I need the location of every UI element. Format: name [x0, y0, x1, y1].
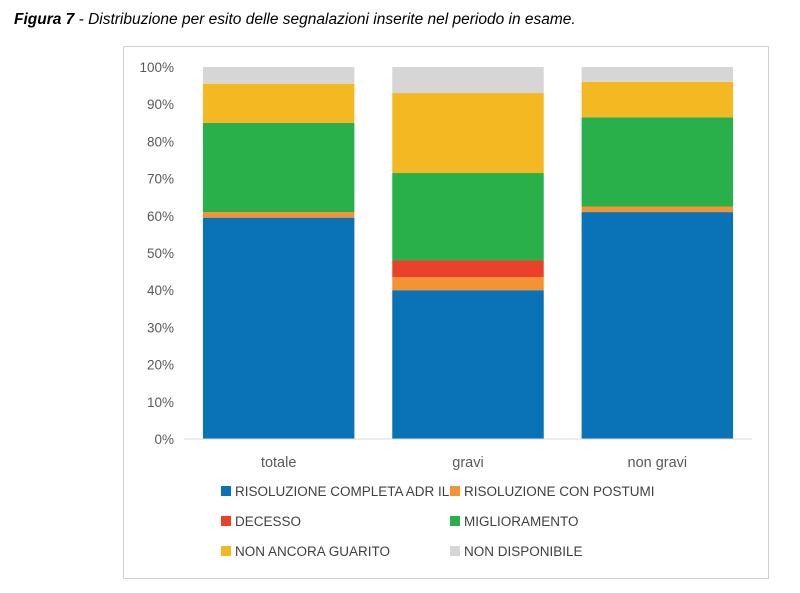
y-tick-label: 60% [147, 209, 174, 224]
stacked-bar-chart: 0% 10% 20% 30% 40% 50% 60% 70% 80% 90% 100% totale… [139, 60, 752, 559]
y-tick-label: 100% [139, 60, 174, 75]
legend: RISOLUZIONE COMPLETA ADR IL RISOLUZIONE C… [221, 484, 655, 559]
legend-item-decesso: DECESSO [221, 514, 301, 529]
bar-segment-gravi-risoluzione-con-postumi [392, 277, 544, 291]
legend-label: RISOLUZIONE COMPLETA ADR IL [235, 484, 450, 499]
x-tick-label: non gravi [628, 455, 688, 471]
bars [202, 67, 734, 439]
legend-item-miglioramento: MIGLIORAMENTO [450, 514, 579, 529]
y-tick-label: 10% [147, 395, 174, 410]
y-tick-label: 20% [147, 358, 174, 373]
bar-segment-totale-risoluzione-con-postumi [202, 212, 355, 218]
bar-segment-totale-risoluzione-completa-adr-il [202, 217, 355, 439]
x-tick-label: gravi [452, 455, 483, 471]
legend-swatch [450, 516, 460, 526]
bar-segment-gravi-non-ancora-guarito [392, 93, 544, 174]
y-tick-label: 40% [147, 283, 174, 298]
figure-caption-text: - Distribuzione per esito delle segnalaz… [74, 11, 576, 28]
legend-item-risoluzione-completa-adr-il: RISOLUZIONE COMPLETA ADR IL [221, 484, 450, 499]
legend-swatch [221, 546, 231, 556]
bar-segment-gravi-risoluzione-completa-adr-il [392, 290, 544, 439]
bar-stack-totale [202, 67, 355, 439]
y-tick-label: 30% [147, 320, 174, 335]
figure-caption: Figura 7 - Distribuzione per esito delle… [14, 11, 576, 29]
y-tick-label: 0% [154, 432, 174, 447]
legend-swatch [450, 486, 460, 496]
bar-segment-gravi-non-disponibile [392, 67, 544, 94]
y-tick-label: 90% [147, 97, 174, 112]
legend-label: NON DISPONIBILE [464, 544, 583, 559]
legend-item-risoluzione-con-postumi: RISOLUZIONE CON POSTUMI [450, 484, 655, 499]
bar-segment-non-gravi-risoluzione-completa-adr-il [581, 212, 734, 439]
bar-segment-totale-non-ancora-guarito [202, 83, 355, 123]
bar-stack-gravi [392, 67, 544, 439]
y-tick-label: 50% [147, 246, 174, 261]
bar-segment-non-gravi-non-ancora-guarito [581, 81, 734, 118]
bar-stack-non-gravi [581, 67, 734, 439]
legend-label: MIGLIORAMENTO [464, 514, 579, 529]
y-tick-label: 70% [147, 172, 174, 187]
legend-swatch [450, 546, 460, 556]
bar-segment-non-gravi-miglioramento [581, 117, 734, 207]
bar-segment-non-gravi-non-disponibile [581, 67, 734, 82]
bar-segment-non-gravi-risoluzione-con-postumi [581, 206, 734, 213]
legend-item-non-ancora-guarito: NON ANCORA GUARITO [221, 544, 390, 559]
y-axis: 0% 10% 20% 30% 40% 50% 60% 70% 80% 90% 100% [139, 60, 174, 447]
bar-segment-totale-non-disponibile [202, 67, 355, 84]
y-tick-label: 80% [147, 134, 174, 149]
figure-label: Figura 7 [14, 11, 75, 28]
legend-label: RISOLUZIONE CON POSTUMI [464, 484, 655, 499]
bar-segment-totale-miglioramento [202, 122, 355, 213]
legend-label: DECESSO [235, 514, 301, 529]
bar-segment-gravi-miglioramento [392, 173, 544, 261]
bar-segment-gravi-decesso [392, 260, 544, 278]
legend-swatch [221, 486, 231, 496]
x-tick-label: totale [261, 455, 296, 471]
x-axis-labels: totale gravi non gravi [261, 455, 687, 471]
chart-frame: 0% 10% 20% 30% 40% 50% 60% 70% 80% 90% 100% totale… [123, 46, 769, 579]
legend-label: NON ANCORA GUARITO [235, 544, 390, 559]
legend-item-non-disponibile: NON DISPONIBILE [450, 544, 583, 559]
legend-swatch [221, 516, 231, 526]
